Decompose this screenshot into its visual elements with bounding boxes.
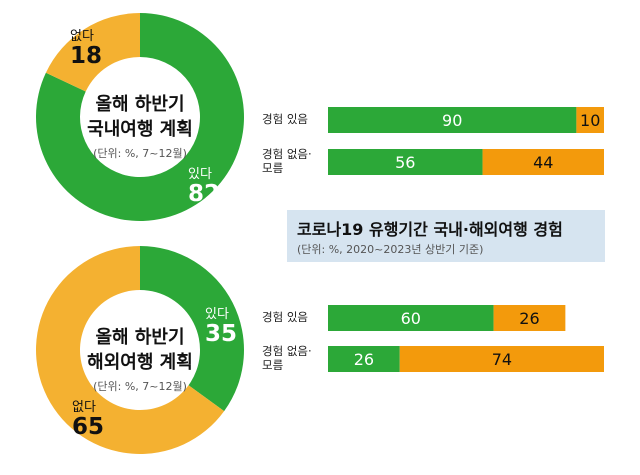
domestic-row2-segment-2 (482, 149, 604, 175)
overseas-plan-unit-note: (단위: %, 7~12월) (93, 380, 187, 393)
overseas-row1-segment-1 (328, 305, 494, 331)
bar-chart-title: 코로나19 유행기간 국내·해외여행 경험 (297, 220, 563, 239)
bar-chart-title-box: 코로나19 유행기간 국내·해외여행 경험 (단위: %, 2020~2023년… (287, 210, 605, 262)
overseas-row2-bar-svg: 26 74 (328, 346, 604, 372)
domestic-row1-category: 경험 있음 (262, 112, 308, 126)
overseas-row2-segment-1 (328, 346, 400, 372)
domestic-row2-bar-svg: 56 44 (328, 149, 604, 175)
overseas-plan-slice-yes (140, 246, 244, 412)
overseas-plan-yes-name: 있다 (205, 307, 229, 322)
bar-chart-subtitle: (단위: %, 2020~2023년 상반기 기준) (297, 243, 484, 256)
overseas-row2-value-label-2: 74 (492, 350, 512, 369)
overseas-row1-value-label-1: 60 (401, 309, 421, 328)
domestic-row1-bar-svg: 90 10 (328, 107, 604, 133)
domestic-plan-no-value: 18 (70, 42, 103, 69)
domestic-plan-unit-note: (단위: %, 7~12월) (93, 147, 187, 160)
domestic-experience-row-1: 경험 있음 90 10 (262, 104, 607, 136)
domestic-plan-title-line1: 올해 하반기 (95, 94, 185, 115)
domestic-plan-slice-no (45, 13, 140, 92)
overseas-row1-segment-2 (493, 305, 566, 331)
domestic-plan-slice-yes (36, 13, 245, 221)
domestic-plan-yes-name: 있다 (188, 167, 212, 182)
overseas-plan-no-name: 없다 (72, 400, 96, 415)
overseas-plan-donut-chart: 올해 하반기 해외여행 계획 (단위: %, 7~12월) 있다 35 없다 6… (0, 233, 300, 470)
overseas-plan-yes-value: 35 (205, 320, 238, 347)
overseas-row2-segment-2 (399, 346, 604, 372)
domestic-plan-donut-svg (36, 13, 245, 221)
overseas-experience-row-2: 경험 없음· 모름 26 74 (262, 343, 607, 375)
domestic-row2-segment-1 (328, 149, 483, 175)
domestic-row1-segment-2 (576, 107, 604, 133)
overseas-row1-category: 경험 있음 (262, 310, 308, 324)
overseas-plan-no-value: 65 (72, 413, 105, 440)
domestic-plan-donut-chart: 올해 하반기 국내여행 계획 (단위: %, 7~12월) 없다 18 있다 8… (0, 0, 300, 237)
overseas-plan-title-line2: 해외여행 계획 (87, 352, 193, 373)
domestic-row1-value-label-1: 90 (442, 111, 462, 130)
domestic-experience-row-2: 경험 없음· 모름 56 44 (262, 146, 607, 178)
overseas-plan-no-label: 없다 65 (72, 401, 104, 439)
domestic-row2-category: 경험 없음· 모름 (262, 147, 312, 175)
domestic-plan-yes-value: 82 (188, 180, 221, 207)
domestic-row2-value-label-2: 44 (533, 153, 553, 172)
domestic-row1-segment-1 (328, 107, 577, 133)
overseas-plan-slice-no (36, 246, 225, 454)
domestic-plan-yes-label: 있다 82 (188, 168, 220, 206)
overseas-plan-yes-label: 있다 35 (205, 308, 237, 346)
domestic-plan-no-label: 없다 18 (70, 30, 102, 68)
domestic-plan-center-label: 올해 하반기 국내여행 계획 (단위: %, 7~12월) (60, 92, 220, 161)
domestic-row1-value-label-2: 10 (580, 111, 600, 130)
overseas-row2-value-label-1: 26 (354, 350, 374, 369)
domestic-plan-no-name: 없다 (70, 29, 94, 44)
domestic-plan-title-line2: 국내여행 계획 (87, 119, 193, 140)
overseas-row1-bar-svg: 60 26 (328, 305, 566, 331)
overseas-row2-category: 경험 없음· 모름 (262, 344, 312, 372)
overseas-row1-value-label-2: 26 (519, 309, 539, 328)
overseas-plan-title-line1: 올해 하반기 (95, 327, 185, 348)
overseas-plan-center-label: 올해 하반기 해외여행 계획 (단위: %, 7~12월) (60, 325, 220, 394)
overseas-plan-donut-svg (36, 246, 244, 454)
overseas-experience-row-1: 경험 있음 60 26 (262, 302, 607, 334)
domestic-row2-value-label-1: 56 (395, 153, 415, 172)
